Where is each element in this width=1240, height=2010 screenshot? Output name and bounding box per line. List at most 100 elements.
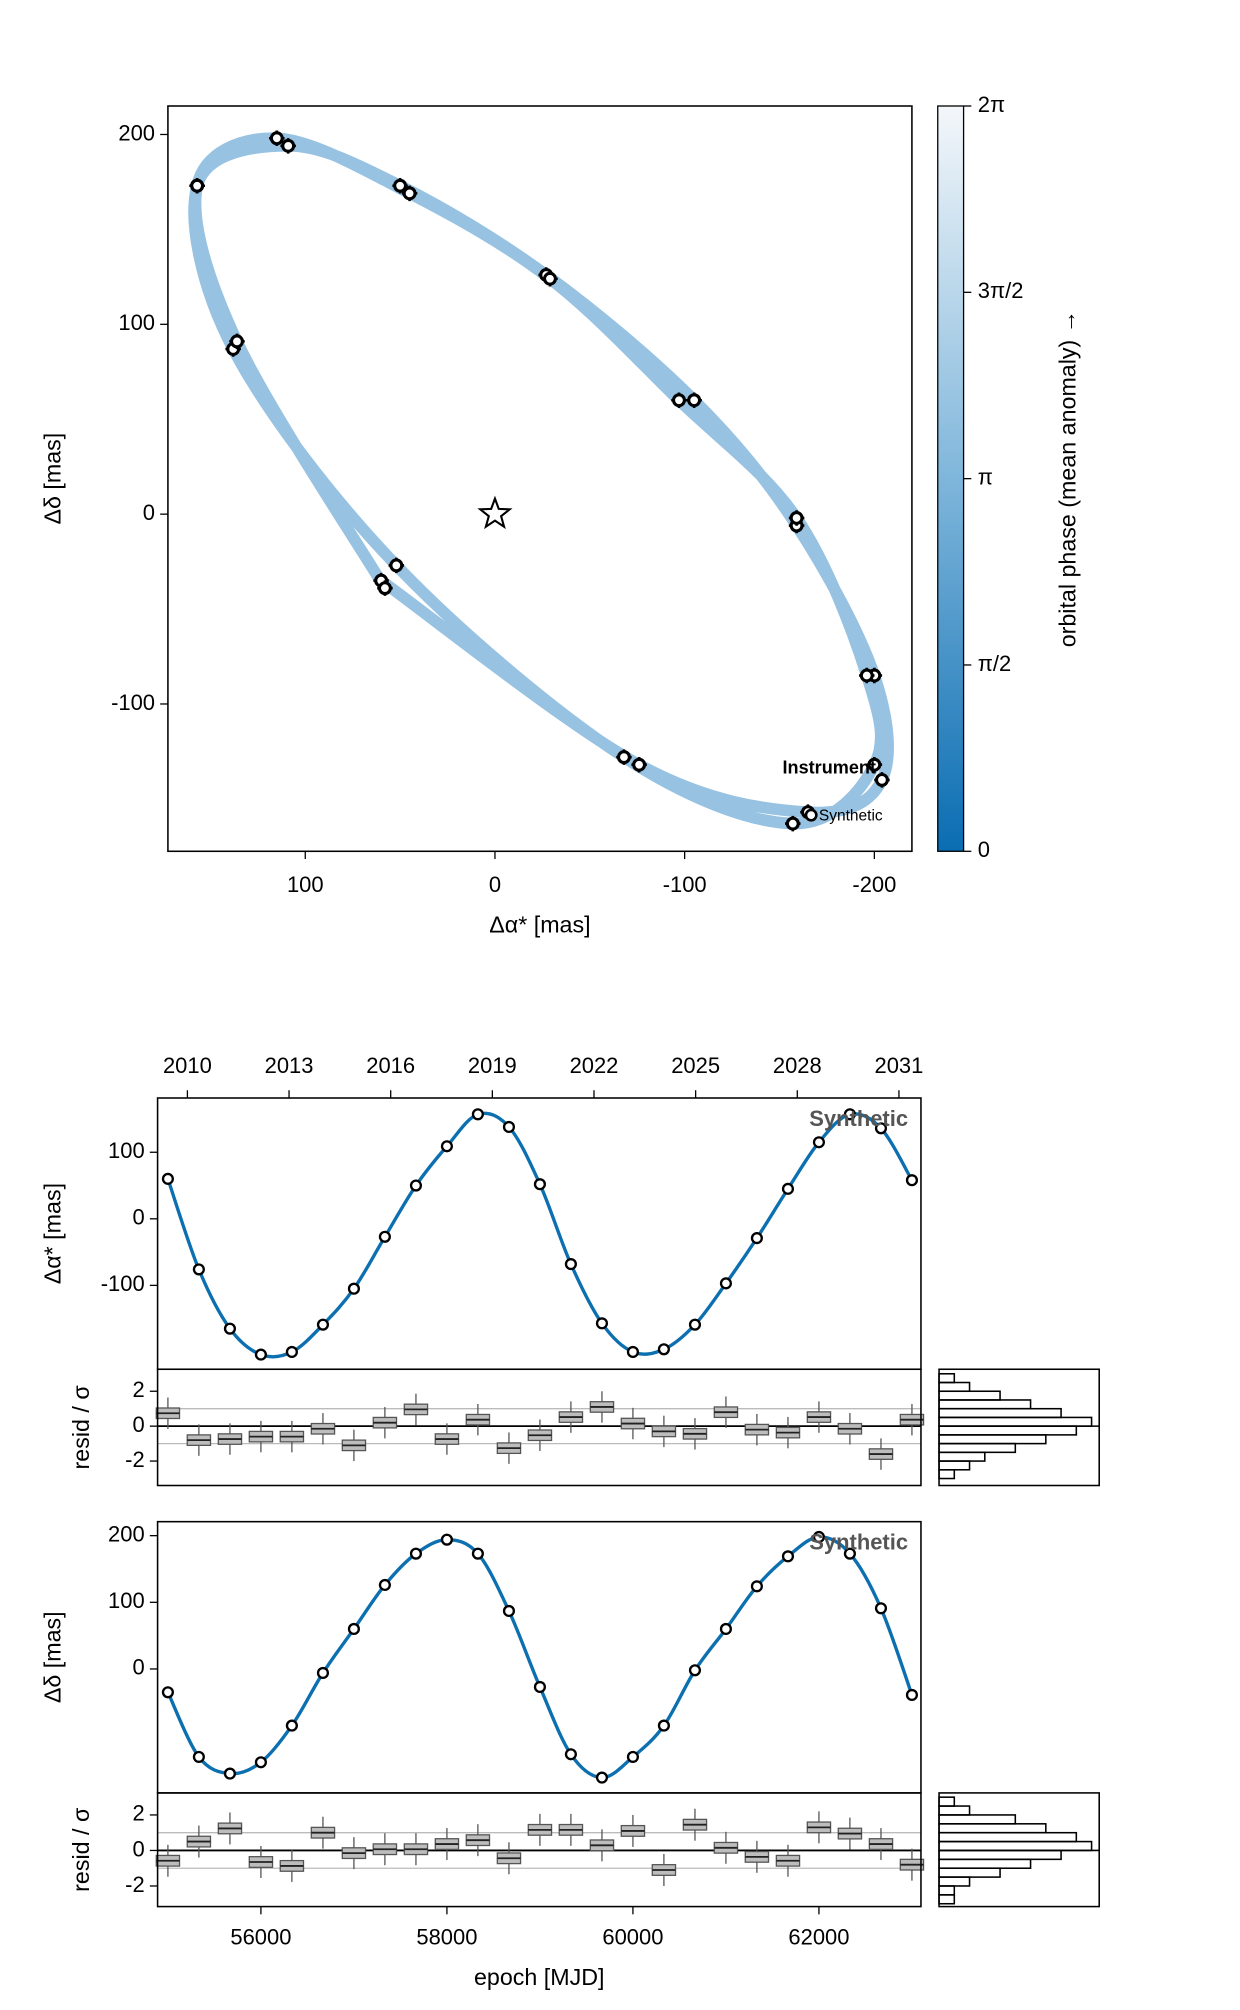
y-tick-label: 0	[132, 1836, 144, 1861]
histogram-bin	[938, 1885, 956, 1896]
top-tick-label: 2031	[875, 1053, 924, 1078]
data-point	[905, 1688, 919, 1702]
data-point	[471, 1108, 484, 1121]
x-tick-label: -200	[852, 872, 896, 897]
histogram-bin	[938, 1442, 1017, 1454]
colorbar-label: orbital phase (mean anomaly) →	[1055, 310, 1081, 647]
data-point	[389, 558, 404, 573]
data-point	[564, 1258, 577, 1271]
top-tick-label: 2016	[366, 1053, 415, 1078]
data-point	[874, 772, 889, 787]
data-point	[347, 1622, 360, 1636]
data-point	[812, 1136, 826, 1149]
data-point	[440, 1140, 453, 1153]
data-point	[285, 1719, 298, 1732]
x-tick-label: -100	[663, 872, 707, 897]
data-point	[688, 1664, 702, 1677]
data-point	[347, 1282, 360, 1295]
data-point	[750, 1580, 763, 1593]
y-tick-label: 100	[118, 310, 155, 335]
orbit-curve	[188, 132, 894, 830]
data-point	[223, 1322, 237, 1335]
top-tick-label: 2013	[265, 1053, 314, 1078]
y-tick-label: -100	[101, 1271, 145, 1296]
y-axis-label: Δα* [mas]	[39, 1183, 65, 1284]
y-tick-label: 200	[108, 1521, 145, 1546]
x-axis-label: Δα* [mas]	[489, 911, 590, 937]
histogram-bin	[938, 1840, 1093, 1852]
colorbar	[937, 105, 965, 852]
data-point	[533, 1680, 546, 1694]
histogram-bin	[938, 1894, 956, 1905]
colorbar-tick-label: 0	[978, 837, 990, 862]
data-point	[502, 1604, 516, 1618]
data-point	[626, 1750, 639, 1763]
data-point	[393, 178, 408, 193]
y-tick-label: 0	[143, 500, 155, 525]
data-point	[471, 1547, 484, 1560]
data-point	[378, 1230, 391, 1243]
data-point	[502, 1120, 516, 1134]
model-line	[166, 1111, 914, 1359]
data-point	[781, 1550, 795, 1563]
histogram-bin	[938, 1407, 1062, 1419]
data-point	[269, 131, 284, 146]
data-point	[781, 1182, 795, 1195]
histogram-bin	[938, 1373, 956, 1384]
histogram-bin	[938, 1399, 1032, 1410]
histogram-bin	[938, 1469, 956, 1480]
plot-frame	[156, 1097, 922, 1371]
colorbar-tick-label: 2π	[978, 92, 1005, 117]
data-point	[687, 393, 702, 408]
data-point	[377, 581, 392, 596]
data-point	[785, 816, 800, 831]
histogram-bin	[938, 1451, 986, 1462]
histogram-bin	[938, 1381, 971, 1393]
model-line	[166, 1535, 914, 1780]
data-point	[671, 393, 686, 408]
y-tick-label: 0	[132, 1655, 144, 1680]
data-point	[161, 1686, 174, 1699]
top-tick-label: 2022	[570, 1053, 619, 1078]
plot-frame	[156, 1792, 922, 1908]
y-tick-label: -2	[125, 1447, 145, 1472]
histogram-bin	[938, 1416, 1093, 1427]
data-point	[161, 1172, 174, 1185]
y-axis-label: Δδ [mas]	[39, 433, 65, 525]
data-point	[533, 1178, 546, 1191]
x-tick-label: 100	[287, 872, 324, 897]
x-tick-label: 56000	[230, 1925, 291, 1950]
y-tick-label: 100	[108, 1138, 145, 1163]
data-point	[859, 668, 874, 683]
histogram-bin	[938, 1814, 1017, 1825]
data-point	[440, 1533, 453, 1546]
data-point	[316, 1318, 330, 1331]
data-point	[626, 1345, 639, 1359]
histogram-bin	[938, 1858, 1032, 1869]
y-axis-label: resid / σ	[68, 1808, 94, 1892]
top-tick-label: 2025	[671, 1053, 720, 1078]
data-point	[316, 1666, 330, 1680]
data-point	[542, 271, 557, 286]
data-point	[229, 334, 244, 349]
legend-entry: Synthetic	[819, 808, 883, 825]
y-tick-label: 2	[132, 1377, 144, 1402]
histogram-bin	[938, 1823, 1047, 1834]
data-point	[843, 1108, 856, 1121]
legend-title: Instrument	[783, 757, 876, 777]
histogram-bin	[938, 1425, 1078, 1436]
legend-entry: Synthetic	[809, 1106, 908, 1131]
data-point	[564, 1748, 577, 1761]
x-tick-label: 62000	[788, 1925, 849, 1950]
legend-marker	[804, 808, 818, 822]
x-tick-label: 60000	[602, 1925, 663, 1950]
data-point	[789, 510, 804, 525]
data-point	[874, 1602, 888, 1615]
x-axis-label: epoch [MJD]	[474, 1964, 605, 1990]
data-point	[285, 1345, 298, 1359]
data-point	[657, 1719, 670, 1732]
histogram-bin	[938, 1867, 1001, 1878]
data-point	[595, 1771, 609, 1784]
y-tick-label: 100	[108, 1588, 145, 1613]
